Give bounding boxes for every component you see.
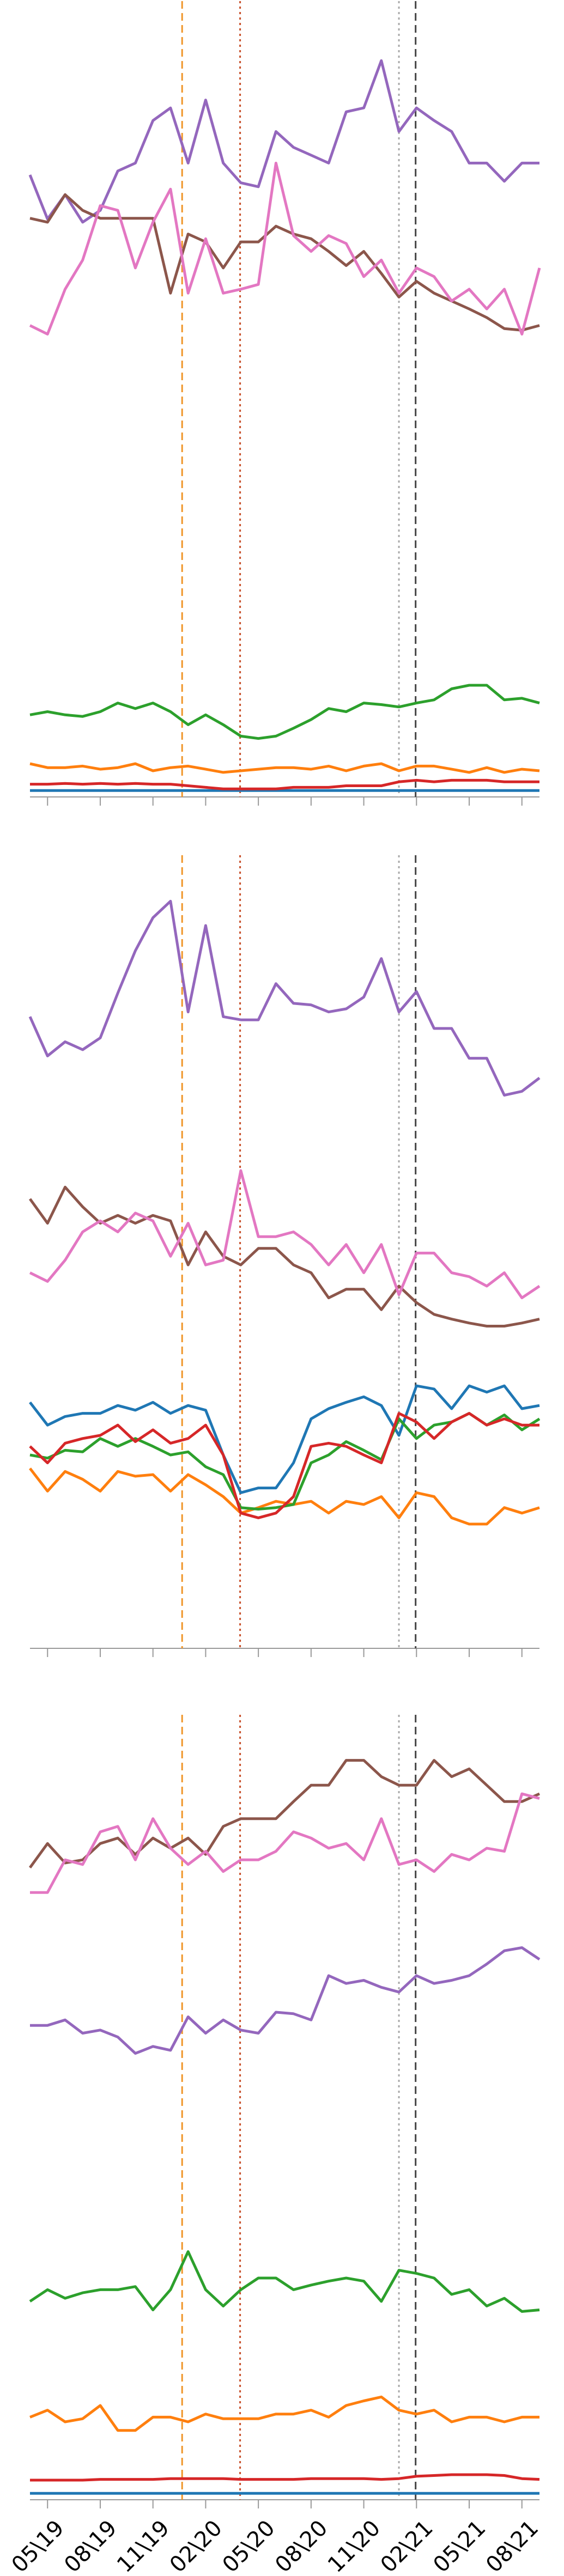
x-tick-label: 02\20 [165, 2516, 227, 2576]
series-line [29, 2395, 539, 2432]
series-line [30, 1946, 541, 2055]
x-tick-label: 08\20 [270, 2516, 332, 2576]
x-tick-label: 11\19 [112, 2516, 174, 2576]
series-line [29, 193, 540, 332]
series-line [29, 2250, 540, 2313]
series-line [29, 1412, 539, 1519]
x-tick-label: 08\21 [481, 2516, 543, 2576]
x-tick-label: 08\19 [59, 2516, 122, 2576]
series-line [28, 1759, 541, 1869]
x-tick-label: 05\19 [7, 2516, 69, 2576]
x-tick-label: 02\21 [376, 2516, 438, 2576]
series-line [29, 1384, 540, 1494]
series-line [28, 1185, 540, 1327]
series-line [29, 1467, 540, 1526]
series-line [29, 1412, 541, 1511]
series-line [30, 2473, 540, 2482]
x-tick-label: 05\21 [428, 2516, 490, 2576]
series-line [30, 778, 539, 790]
series-line [29, 1169, 541, 1300]
series-line [29, 684, 540, 740]
x-tick-label: 05\20 [218, 2516, 280, 2576]
series-line [29, 161, 541, 336]
series-line [28, 899, 541, 1097]
x-tick-label: 11\20 [323, 2516, 385, 2576]
series-line [30, 1792, 540, 1894]
series-line [29, 762, 540, 774]
series-line [28, 59, 539, 224]
